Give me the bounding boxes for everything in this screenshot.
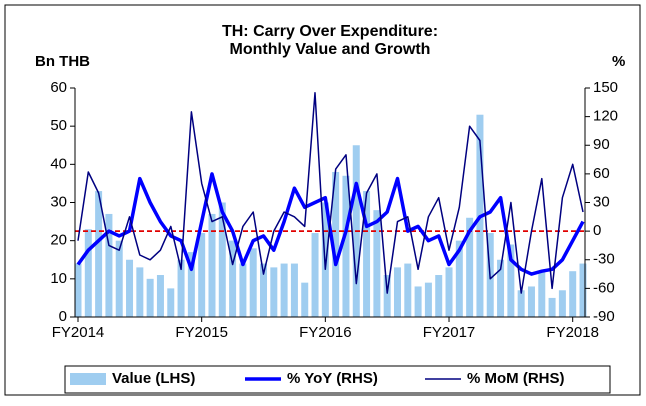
y2-tick-label: -90	[593, 308, 615, 325]
x-tick-label: FY2014	[52, 324, 105, 341]
legend-label: % YoY (RHS)	[287, 370, 378, 387]
bar	[115, 240, 123, 317]
y-tick-label: 0	[59, 308, 67, 325]
bar	[187, 252, 195, 317]
bar	[342, 175, 350, 317]
bar	[105, 213, 113, 317]
x-tick-label: FY2016	[299, 324, 352, 341]
x-tick-label: FY2017	[423, 324, 476, 341]
chart-title: TH: Carry Over Expenditure:	[222, 23, 438, 40]
y-axis-label: Bn THB	[35, 53, 90, 70]
legend-label: % MoM (RHS)	[467, 370, 565, 387]
bar	[538, 271, 546, 317]
y-tick-label: 60	[50, 79, 67, 96]
bar	[84, 229, 92, 317]
y2-tick-label: 30	[593, 193, 610, 210]
bar	[239, 263, 247, 317]
line-series	[76, 172, 585, 276]
y2-tick-label: 0	[593, 222, 601, 239]
y2-tick-label: 150	[593, 79, 618, 96]
x-tick-label: FY2018	[546, 324, 599, 341]
legend-swatch	[70, 373, 106, 385]
legend-box	[64, 365, 611, 394]
y2-tick-label: 90	[593, 136, 610, 153]
bar	[363, 191, 371, 317]
line-series	[77, 92, 584, 294]
bar	[548, 297, 556, 317]
bar	[74, 263, 82, 317]
bar	[424, 282, 432, 317]
y2-tick-label: -30	[593, 251, 615, 268]
y-tick-label: 30	[50, 193, 67, 210]
bar	[280, 263, 288, 317]
bar	[198, 233, 206, 317]
bar	[126, 259, 134, 317]
bar	[311, 233, 319, 317]
chart-title: Monthly Value and Growth	[230, 41, 431, 58]
bar	[249, 248, 257, 317]
bar	[435, 275, 443, 317]
bar	[497, 259, 505, 317]
y-tick-label: 10	[50, 270, 67, 287]
bar	[301, 282, 309, 317]
bar	[517, 290, 525, 317]
y-tick-label: 50	[50, 117, 67, 134]
bar	[373, 210, 381, 317]
bar	[466, 217, 474, 317]
bar	[404, 263, 412, 317]
y-tick-label: 20	[50, 232, 67, 249]
y2-tick-label: -60	[593, 279, 615, 296]
bar	[229, 240, 237, 317]
bar	[393, 267, 401, 317]
bar	[507, 244, 515, 317]
bar	[156, 275, 164, 317]
bar	[146, 278, 154, 317]
bar	[332, 171, 340, 317]
bar	[579, 263, 587, 317]
bar	[218, 202, 226, 317]
legend-label: Value (LHS)	[112, 370, 195, 387]
y-tick-label: 40	[50, 155, 67, 172]
bar	[260, 263, 268, 317]
x-tick-label: FY2015	[175, 324, 228, 341]
y2-axis-label: %	[612, 53, 625, 70]
bar	[527, 286, 535, 317]
y2-tick-label: 60	[593, 165, 610, 182]
bar	[383, 275, 391, 317]
bar	[455, 240, 463, 317]
bar	[136, 267, 144, 317]
bar	[208, 213, 216, 317]
bar	[558, 290, 566, 317]
bar	[414, 286, 422, 317]
bar	[270, 267, 278, 317]
bar	[177, 259, 185, 317]
y2-tick-label: 120	[593, 108, 618, 125]
bar	[445, 267, 453, 317]
bar	[95, 191, 103, 317]
bar	[569, 271, 577, 317]
bar	[290, 263, 298, 317]
bar	[167, 288, 175, 317]
